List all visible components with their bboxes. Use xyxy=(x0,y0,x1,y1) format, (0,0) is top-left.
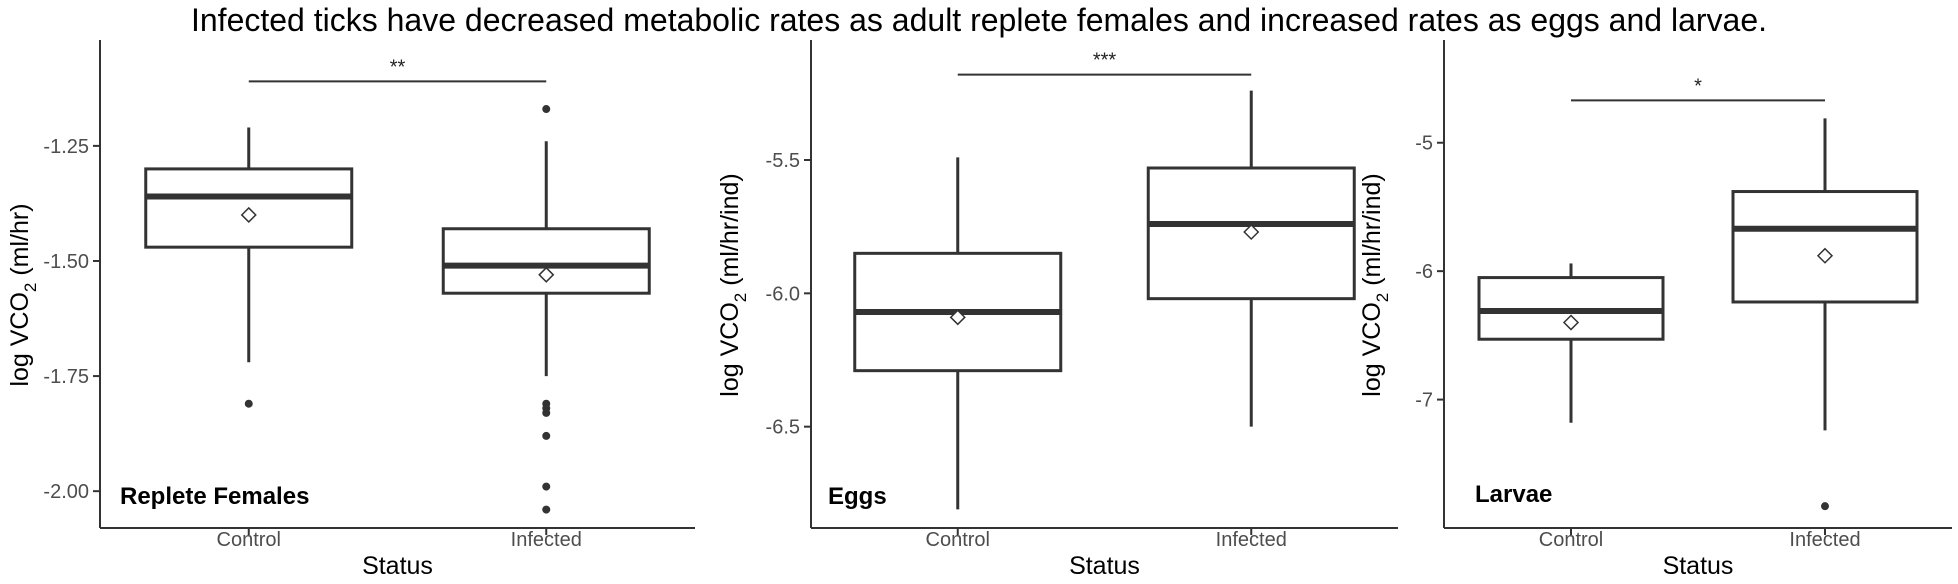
y-tick-label: -6.0 xyxy=(766,283,800,305)
panel-label: Replete Females xyxy=(120,483,309,510)
outlier-point xyxy=(1821,502,1829,511)
y-axis-label: log VCO2 (ml/hr/ind) xyxy=(1358,173,1392,396)
x-tick-label: Control xyxy=(926,529,990,551)
box-infected xyxy=(1731,118,1919,511)
mean-marker xyxy=(949,309,966,326)
outlier-point xyxy=(244,399,253,408)
outlier-point xyxy=(542,408,551,417)
x-tick-label: Infected xyxy=(1789,529,1860,551)
panel-label: Larvae xyxy=(1475,481,1552,508)
mean-marker xyxy=(538,266,555,283)
x-axis-label: Status xyxy=(1069,552,1140,580)
mean-marker xyxy=(1816,247,1834,264)
x-tick-label: Infected xyxy=(1216,529,1287,551)
outlier-point xyxy=(542,482,551,491)
y-tick-label: -1.25 xyxy=(43,136,89,158)
y-axis-label: log VCO2 (ml/hr) xyxy=(6,203,40,386)
x-tick-label: Control xyxy=(1539,529,1603,551)
panel-2: -5.5 -6.0 -6.5 Control Infected Status log VCO… xyxy=(716,40,1398,580)
x-axis-label: Status xyxy=(362,552,433,580)
y-tick-label: -5.5 xyxy=(766,150,800,172)
mean-marker xyxy=(1562,314,1580,331)
iqr-box xyxy=(441,227,651,295)
box-infected xyxy=(441,105,651,514)
box-control xyxy=(853,157,1063,510)
box-control xyxy=(144,127,354,408)
outlier-point xyxy=(542,505,551,514)
significance-label: * xyxy=(1694,75,1702,97)
y-tick-label: -6 xyxy=(1415,261,1433,283)
box-control xyxy=(1477,263,1665,423)
figure-title: Infected ticks have decreased metabolic … xyxy=(190,2,1767,38)
x-tick-label: Control xyxy=(217,529,281,551)
significance-label: ** xyxy=(390,56,406,78)
y-axis-label: log VCO2 (ml/hr/ind) xyxy=(716,173,750,396)
mean-marker xyxy=(240,206,257,224)
x-tick-label: Infected xyxy=(511,529,582,551)
iqr-box xyxy=(1731,190,1919,304)
x-axis-label: Status xyxy=(1663,552,1734,580)
y-tick-label: -1.50 xyxy=(43,251,89,273)
box-infected xyxy=(1146,90,1356,427)
y-tick-label: -5 xyxy=(1415,133,1433,155)
y-tick-label: -6.5 xyxy=(766,417,800,439)
panel-1: -1.25 -1.50 -1.75 -2.00 Control Infected Statu… xyxy=(6,40,695,580)
y-tick-label: -1.75 xyxy=(43,366,89,388)
y-tick-label: -7 xyxy=(1415,390,1433,412)
mean-marker xyxy=(1243,223,1260,241)
outlier-point xyxy=(542,105,551,114)
panel-label: Eggs xyxy=(828,483,887,510)
outlier-point xyxy=(542,431,551,440)
y-tick-label: -2.00 xyxy=(43,481,89,503)
significance-label: *** xyxy=(1093,50,1117,72)
panel-3: -5 -6 -7 Control Infected Status log VCO2 (ml/… xyxy=(1358,40,1952,580)
